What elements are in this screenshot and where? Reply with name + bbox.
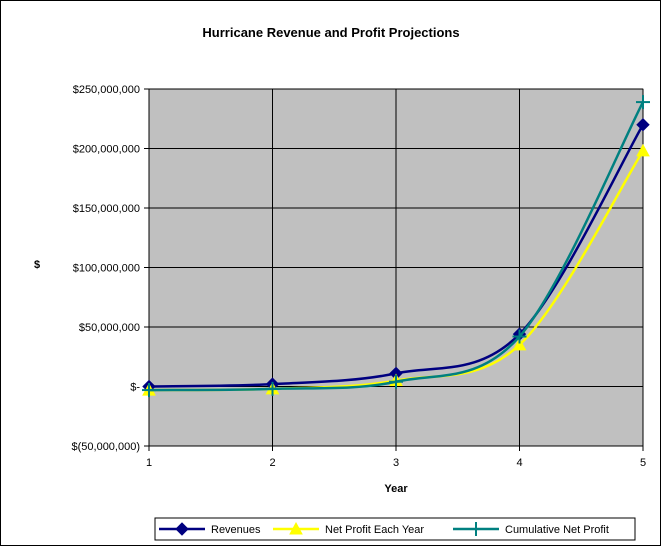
series-2-point-5: [636, 143, 650, 157]
y-tick-label: $-: [130, 382, 140, 394]
y-axis-title: $: [34, 259, 40, 271]
series-3-point-5: [636, 95, 650, 110]
series-3-point-3: [389, 374, 403, 389]
series-1-point-5: [636, 117, 650, 132]
legend-swatch-marker: [469, 522, 483, 536]
legend-item-2: Net Profit Each Year: [273, 521, 424, 536]
legend-item-3: Cumulative Net Profit: [453, 522, 609, 536]
x-tick-label: 1: [146, 457, 152, 469]
legend-label: Revenues: [211, 524, 261, 536]
series-1-line: [148, 124, 645, 388]
y-tick-label: $100,000,000: [73, 263, 140, 275]
series: [142, 95, 650, 398]
chart-title: Hurricane Revenue and Profit Projections: [202, 25, 459, 40]
series-3-line: [148, 101, 645, 392]
series-2-point-4: [512, 337, 527, 351]
y-tick-label: $200,000,000: [73, 144, 140, 156]
series-3-point-4: [512, 329, 527, 344]
x-tick-label: 5: [640, 457, 646, 469]
x-tick-label: 3: [393, 457, 399, 469]
x-tick-label: 4: [516, 457, 522, 469]
legend: Revenues Net Profit Each Year Cumulative N…: [154, 517, 636, 541]
legend-label: Net Profit Each Year: [325, 524, 424, 536]
y-tick-label: $250,000,000: [73, 84, 140, 96]
legend-box: [154, 517, 636, 541]
legend-swatch-marker: [289, 521, 303, 535]
series-3-point-2: [265, 381, 280, 396]
y-axis-ticks: $(50,000,000) $- $50,000,000 $100,000,000 $1…: [72, 84, 149, 453]
series-3-point-1: [142, 383, 156, 398]
x-axis-title: Year: [384, 483, 408, 495]
legend-label: Cumulative Net Profit: [505, 524, 609, 536]
x-tick-label: 2: [269, 457, 275, 469]
legend-item-1: Revenues: [159, 522, 261, 536]
y-tick-label: $50,000,000: [79, 322, 140, 334]
x-axis-ticks: 1 2 3 4 5: [146, 446, 646, 469]
y-tick-label: $150,000,000: [73, 203, 140, 215]
legend-swatch-marker: [175, 522, 189, 536]
y-tick-label: $(50,000,000): [72, 441, 141, 453]
series-3: [142, 95, 650, 398]
